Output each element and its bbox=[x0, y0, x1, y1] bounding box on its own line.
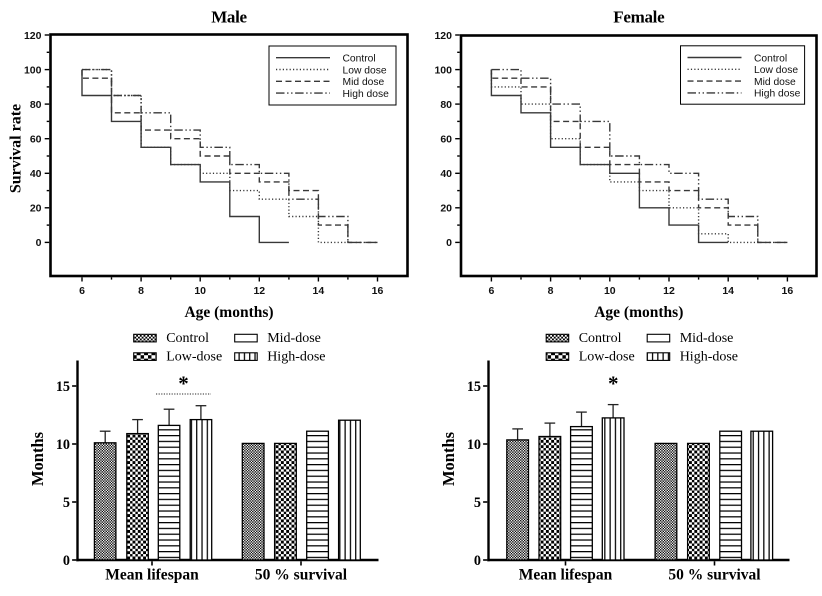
svg-text:Female: Female bbox=[613, 8, 665, 27]
svg-text:0: 0 bbox=[474, 553, 481, 569]
svg-text:16: 16 bbox=[372, 285, 384, 297]
svg-text:Mid-dose: Mid-dose bbox=[267, 331, 321, 346]
svg-text:Male: Male bbox=[211, 8, 247, 27]
svg-text:5: 5 bbox=[474, 495, 481, 511]
svg-text:80: 80 bbox=[30, 99, 42, 111]
svg-text:10: 10 bbox=[56, 437, 70, 453]
svg-text:60: 60 bbox=[440, 134, 452, 146]
svg-text:Low dose: Low dose bbox=[343, 65, 387, 76]
svg-text:6: 6 bbox=[488, 285, 494, 297]
svg-text:Survival rate: Survival rate bbox=[8, 104, 25, 193]
svg-text:120: 120 bbox=[24, 30, 42, 42]
svg-text:14: 14 bbox=[313, 285, 325, 297]
svg-text:High-dose: High-dose bbox=[680, 350, 738, 365]
svg-text:High-dose: High-dose bbox=[267, 350, 325, 365]
svg-text:Low-dose: Low-dose bbox=[579, 350, 635, 365]
svg-text:50 % survival: 50 % survival bbox=[255, 567, 348, 584]
svg-text:Control: Control bbox=[579, 331, 622, 346]
svg-text:High dose: High dose bbox=[343, 89, 390, 100]
svg-text:Control: Control bbox=[343, 54, 376, 65]
svg-text:Low-dose: Low-dose bbox=[166, 350, 222, 365]
svg-text:8: 8 bbox=[548, 285, 554, 297]
svg-text:14: 14 bbox=[722, 285, 734, 297]
svg-text:5: 5 bbox=[63, 495, 70, 511]
svg-text:0: 0 bbox=[63, 553, 70, 569]
svg-text:50 % survival: 50 % survival bbox=[668, 567, 761, 584]
svg-text:12: 12 bbox=[253, 285, 265, 297]
svg-text:10: 10 bbox=[604, 285, 616, 297]
svg-text:120: 120 bbox=[434, 30, 452, 42]
svg-text:Months: Months bbox=[439, 431, 458, 486]
svg-text:0: 0 bbox=[446, 237, 452, 249]
svg-text:40: 40 bbox=[440, 168, 452, 180]
svg-text:16: 16 bbox=[782, 285, 794, 297]
svg-text:Age (months): Age (months) bbox=[184, 304, 273, 321]
svg-text:Control: Control bbox=[754, 53, 787, 64]
svg-text:10: 10 bbox=[467, 437, 481, 453]
svg-text:Mean lifespan: Mean lifespan bbox=[105, 567, 199, 584]
svg-text:100: 100 bbox=[434, 64, 452, 76]
svg-text:10: 10 bbox=[194, 285, 206, 297]
svg-text:Mid dose: Mid dose bbox=[343, 77, 385, 88]
svg-text:Mean lifespan: Mean lifespan bbox=[519, 567, 613, 584]
svg-text:40: 40 bbox=[30, 168, 42, 180]
svg-text:Age (months): Age (months) bbox=[594, 304, 683, 321]
svg-text:60: 60 bbox=[30, 134, 42, 146]
svg-text:Control: Control bbox=[166, 331, 209, 346]
svg-text:Low dose: Low dose bbox=[754, 65, 798, 76]
svg-text:20: 20 bbox=[30, 203, 42, 215]
svg-text:100: 100 bbox=[24, 64, 42, 76]
svg-text:12: 12 bbox=[663, 285, 675, 297]
svg-text:20: 20 bbox=[440, 203, 452, 215]
svg-text:0: 0 bbox=[36, 237, 42, 249]
svg-text:6: 6 bbox=[79, 285, 85, 297]
svg-text:15: 15 bbox=[467, 379, 481, 395]
svg-text:*: * bbox=[178, 372, 189, 396]
svg-text:Mid dose: Mid dose bbox=[754, 77, 796, 88]
svg-text:80: 80 bbox=[440, 99, 452, 111]
svg-text:15: 15 bbox=[56, 379, 70, 395]
svg-text:Months: Months bbox=[28, 431, 47, 486]
svg-text:High dose: High dose bbox=[754, 89, 801, 100]
svg-text:*: * bbox=[608, 372, 619, 396]
svg-text:8: 8 bbox=[138, 285, 144, 297]
svg-text:Mid-dose: Mid-dose bbox=[680, 331, 734, 346]
